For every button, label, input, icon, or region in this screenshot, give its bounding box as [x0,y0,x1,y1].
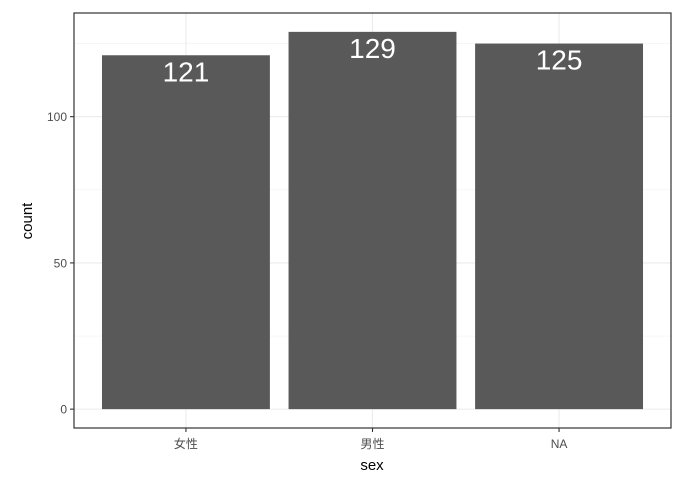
y-axis: 0 50 100 [47,110,74,417]
bar [475,43,644,410]
x-tick-label: NA [551,437,568,451]
x-axis: 女性 男性 NA [174,428,567,451]
x-axis-title: sex [360,457,384,474]
data-label: 125 [536,45,583,76]
y-tick-label: 100 [47,110,67,124]
data-labels: 121 129 125 [163,33,583,87]
bar [101,55,270,410]
x-tick-label: 男性 [360,437,384,451]
y-tick-label: 50 [54,256,68,270]
data-label: 121 [163,56,210,87]
bars [101,31,644,410]
data-label: 129 [349,33,396,64]
y-tick-label: 0 [60,403,67,417]
x-tick-label: 女性 [174,436,198,451]
y-axis-title: count [19,202,36,240]
bar [288,31,457,410]
